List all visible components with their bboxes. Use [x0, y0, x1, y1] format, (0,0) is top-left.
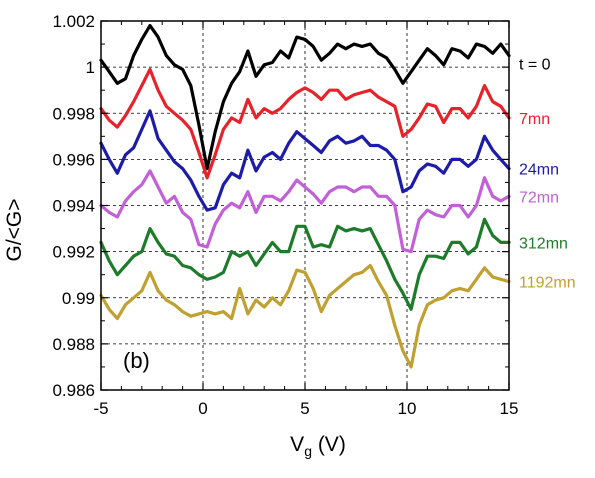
y-tick-label: 0.99 [62, 289, 95, 308]
x-axis-label-sub: g [304, 443, 312, 459]
y-tick-label: 1 [86, 58, 95, 77]
series-line-0 [99, 24, 511, 171]
x-axis-label: Vg (V) [290, 433, 346, 459]
x-axis-label-main: V [290, 433, 304, 456]
series-line-4 [99, 217, 511, 311]
x-tick-label: 15 [500, 399, 519, 418]
y-tick-label: 0.986 [52, 381, 95, 400]
y-tick-label: 0.988 [52, 335, 95, 354]
y-tick-label: 1.002 [52, 12, 95, 31]
x-axis-label-unit: (V) [312, 433, 346, 456]
x-tick-label: 0 [198, 399, 207, 418]
grid-lines [101, 21, 509, 390]
x-tick-label: 5 [300, 399, 309, 418]
series-labels: t = 0 7mn 24mn 72mn 312mn 1192mn [519, 57, 576, 292]
series-label: 24mn [519, 162, 559, 179]
series-label: t = 0 [519, 57, 551, 74]
series-label: 312mn [519, 235, 568, 252]
series-line-5 [99, 263, 511, 369]
series-line-3 [99, 169, 511, 254]
x-tick-label: 10 [398, 399, 417, 418]
series-line-2 [99, 109, 511, 212]
y-tick-label: 0.996 [52, 150, 95, 169]
y-axis-label: G/<G> [3, 198, 26, 261]
panel-label: (b) [123, 348, 150, 373]
series-label: 72mn [519, 189, 559, 206]
series-label: 1192mn [519, 275, 576, 292]
axis-ticks: -5 0 5 10 15 0.986 0.988 0.99 0.992 0.994 0.996 0.9… [52, 12, 518, 418]
y-tick-label: 0.994 [52, 197, 95, 216]
series-line-1 [99, 67, 511, 180]
y-tick-label: 0.998 [52, 104, 95, 123]
series-lines [99, 24, 511, 369]
series-label: 7mn [519, 111, 550, 128]
y-tick-label: 0.992 [52, 243, 95, 262]
x-tick-label: -5 [93, 399, 108, 418]
